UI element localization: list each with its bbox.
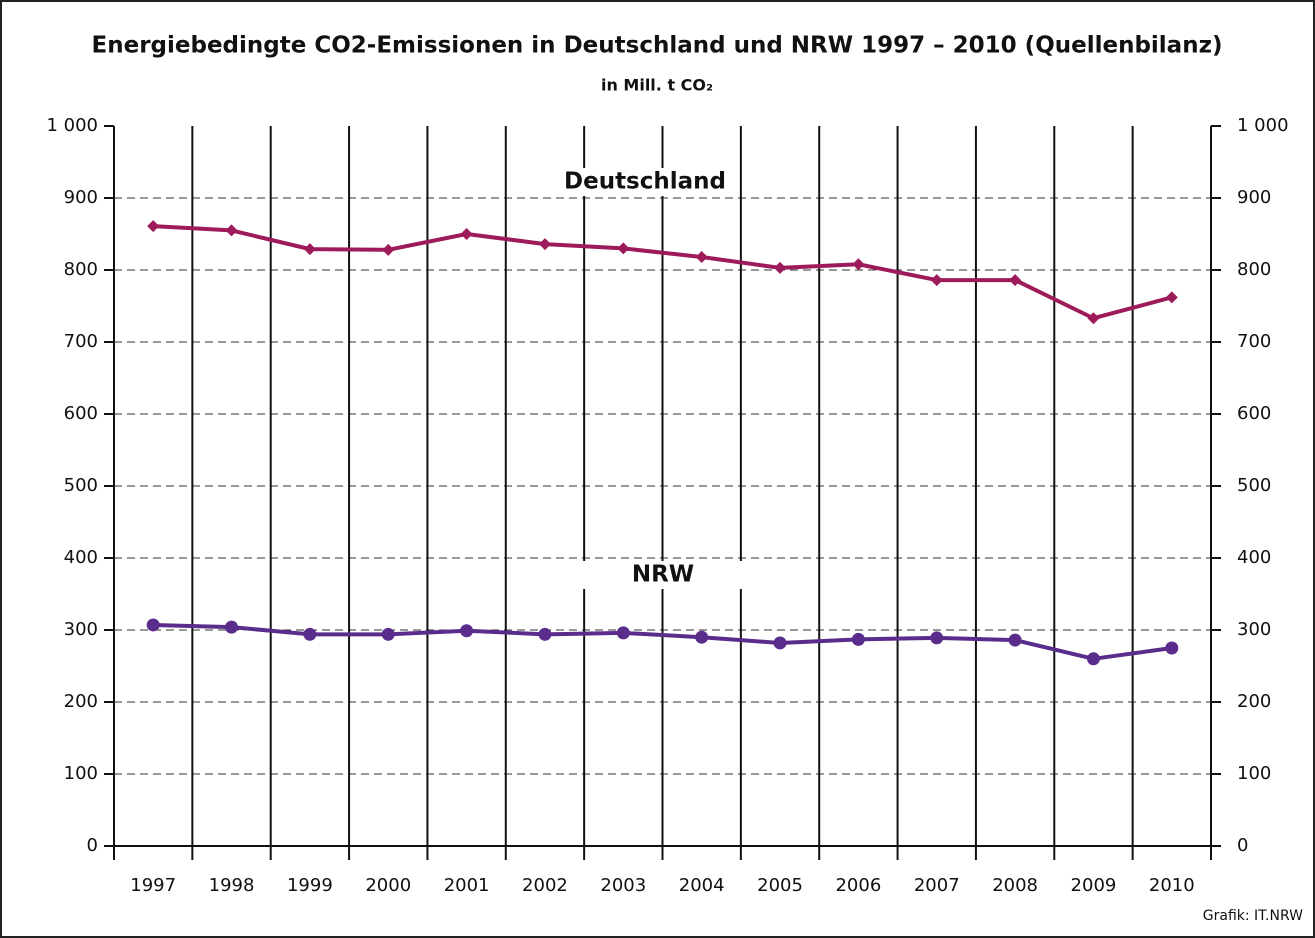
series-label: NRW — [632, 562, 694, 588]
y2-tick-label: 200 — [1237, 691, 1271, 712]
y-tick-label: 300 — [64, 619, 98, 640]
y2-tick-label: 800 — [1237, 259, 1271, 280]
y2-tick-label: 600 — [1237, 403, 1271, 424]
x-tick-label: 2002 — [522, 875, 568, 896]
x-tick-label: 2010 — [1149, 875, 1195, 896]
point — [617, 242, 630, 255]
x-tick-label: 2001 — [444, 875, 490, 896]
x-tick-label: 1998 — [209, 875, 255, 896]
point — [1009, 274, 1022, 287]
point — [303, 243, 316, 256]
point — [382, 243, 395, 256]
y2-tick-label: 1 000 — [1237, 115, 1289, 136]
point — [616, 626, 630, 640]
source-note: Grafik: IT.NRW — [1203, 908, 1303, 924]
point — [538, 238, 551, 251]
point — [146, 618, 160, 632]
y-tick-label: 600 — [64, 403, 98, 424]
series-label: Deutschland — [564, 169, 726, 195]
y2-tick-label: 500 — [1237, 475, 1271, 496]
point — [538, 627, 552, 641]
y-tick-label: 900 — [64, 187, 98, 208]
x-tick-label: 2008 — [992, 875, 1038, 896]
chart-subtitle: in Mill. t CO₂ — [601, 76, 713, 95]
label-bg — [555, 168, 735, 196]
x-tick-label: 2000 — [365, 875, 411, 896]
point — [1086, 652, 1100, 666]
x-tick-label: 2003 — [600, 875, 646, 896]
point — [460, 228, 473, 240]
point — [773, 636, 787, 650]
y2-tick-label: 100 — [1237, 763, 1271, 784]
point — [930, 274, 943, 287]
x-tick-label: 1999 — [287, 875, 333, 896]
point — [695, 630, 709, 644]
x-tick-label: 2006 — [835, 875, 881, 896]
x-tick-label: 2004 — [679, 875, 725, 896]
label-bg — [573, 561, 753, 589]
point — [303, 627, 317, 641]
point — [1087, 312, 1100, 325]
y2-tick-label: 700 — [1237, 331, 1271, 352]
point — [774, 261, 787, 274]
point — [695, 251, 708, 264]
y-tick-label: 800 — [64, 259, 98, 280]
y-tick-label: 400 — [64, 547, 98, 568]
y-tick-label: 1 000 — [46, 115, 98, 136]
point — [225, 224, 238, 237]
y-tick-label: 500 — [64, 475, 98, 496]
point — [1008, 633, 1022, 647]
y2-tick-label: 400 — [1237, 547, 1271, 568]
point — [147, 220, 160, 233]
point — [381, 627, 395, 641]
point — [851, 632, 865, 646]
x-tick-label: 2005 — [757, 875, 803, 896]
y2-tick-label: 0 — [1237, 835, 1248, 856]
y-tick-label: 0 — [87, 835, 98, 856]
point — [225, 620, 239, 634]
x-tick-label: 1997 — [130, 875, 176, 896]
point — [852, 258, 865, 271]
chart-title: Energiebedingte CO2-Emissionen in Deutsc… — [92, 33, 1223, 59]
y-tick-label: 100 — [64, 763, 98, 784]
series-line — [153, 622, 1173, 661]
y-tick-label: 200 — [64, 691, 98, 712]
series-line — [153, 224, 1173, 321]
y-tick-label: 700 — [64, 331, 98, 352]
y2-tick-label: 300 — [1237, 619, 1271, 640]
y2-tick-label: 900 — [1237, 187, 1271, 208]
x-tick-label: 2007 — [914, 875, 960, 896]
point — [1165, 641, 1179, 655]
point — [1165, 291, 1178, 304]
point — [460, 624, 474, 638]
x-tick-label: 2009 — [1071, 875, 1117, 896]
point — [930, 631, 944, 645]
